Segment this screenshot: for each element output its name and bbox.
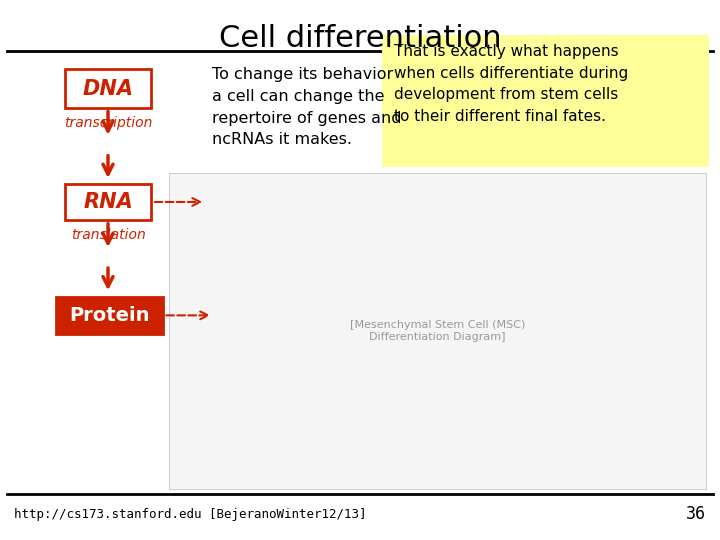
Text: To change its behavior
a cell can change the
repertoire of genes and
ncRNAs it m: To change its behavior a cell can change…: [212, 68, 402, 147]
Text: That is exactly what happens
when cells differentiate during
development from st: That is exactly what happens when cells …: [394, 44, 628, 124]
FancyBboxPatch shape: [382, 35, 709, 167]
Text: [Mesenchymal Stem Cell (MSC)
Differentiation Diagram]: [Mesenchymal Stem Cell (MSC) Differentia…: [350, 320, 525, 342]
Text: transcription: transcription: [64, 116, 152, 130]
Text: Cell differentiation: Cell differentiation: [219, 24, 501, 53]
FancyBboxPatch shape: [65, 69, 151, 108]
Text: 36: 36: [685, 505, 706, 523]
Text: DNA: DNA: [83, 78, 133, 99]
FancyBboxPatch shape: [65, 184, 151, 220]
FancyBboxPatch shape: [169, 173, 706, 489]
Text: http://cs173.stanford.edu [BejeranoWinter12/13]: http://cs173.stanford.edu [BejeranoWinte…: [14, 508, 367, 521]
Text: translation: translation: [71, 228, 145, 242]
Text: RNA: RNA: [83, 192, 133, 212]
FancyBboxPatch shape: [56, 297, 163, 334]
Text: Protein: Protein: [69, 306, 150, 325]
